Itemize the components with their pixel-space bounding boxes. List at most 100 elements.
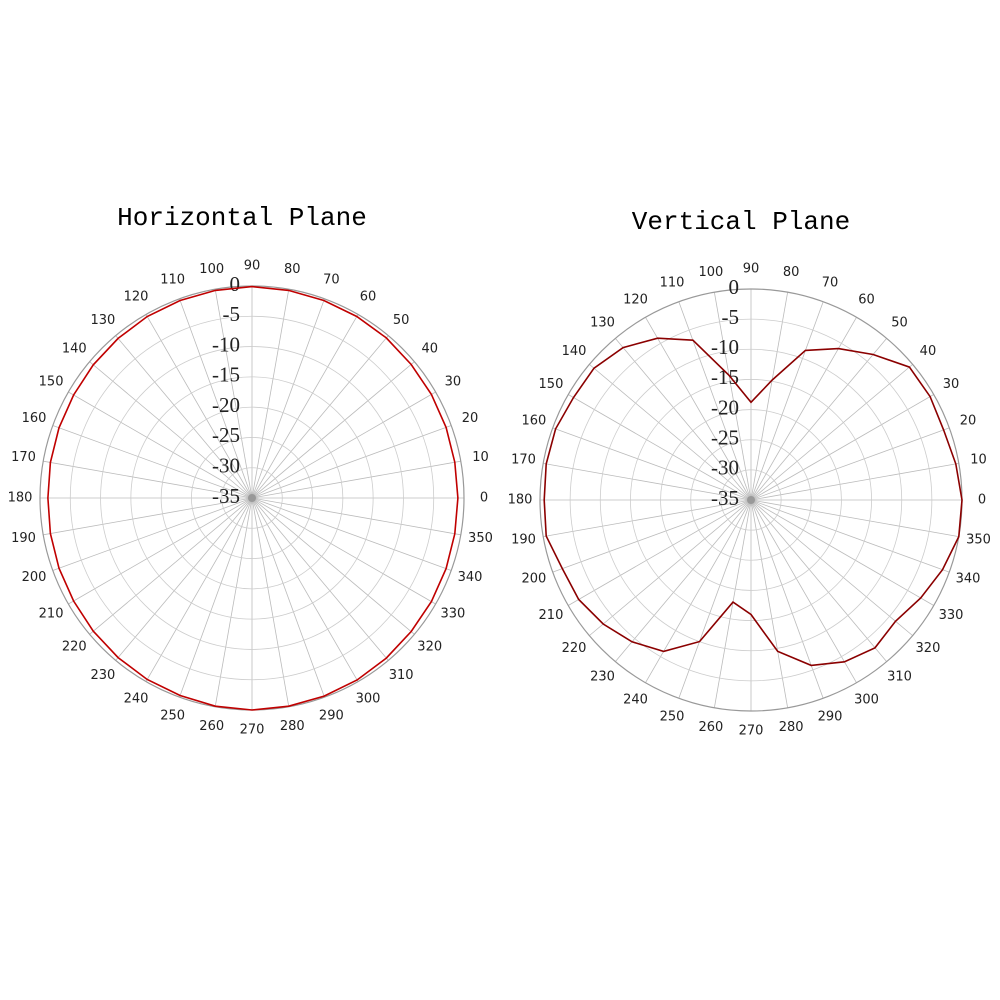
angle-tick-label: 260	[199, 719, 224, 734]
angle-tick-label: 240	[623, 693, 648, 708]
angle-grid-line	[179, 497, 253, 698]
angle-tick-label: 120	[124, 290, 149, 305]
center	[248, 494, 256, 502]
angle-tick-label: 50	[393, 313, 410, 328]
angle-grid-line	[750, 462, 959, 501]
angle-tick-label: 270	[240, 723, 265, 738]
radial-grid-circle	[660, 409, 842, 591]
radial-grid-circle	[130, 376, 374, 620]
radial-tick-label: -25	[212, 423, 240, 447]
angle-tick-label: 120	[623, 292, 648, 307]
radial-tick-label: 0	[729, 275, 740, 299]
angle-grid-line	[713, 292, 752, 501]
angle-tick-label: 330	[939, 608, 964, 623]
angle-tick-label: 220	[562, 641, 587, 656]
angle-grid-line	[750, 499, 887, 662]
angle-grid-line	[713, 499, 752, 708]
angle-tick-label: 10	[970, 452, 987, 467]
radial-tick-label: -20	[711, 395, 739, 419]
angle-tick-label: 60	[858, 292, 875, 307]
radial-tick-label: -15	[711, 365, 739, 389]
angle-tick-label: 80	[783, 265, 800, 280]
angle-grid-line	[750, 499, 857, 683]
angle-tick-label: 310	[389, 668, 414, 683]
angle-tick-label: 350	[468, 531, 493, 546]
angle-grid-line	[251, 425, 452, 499]
angle-tick-label: 190	[511, 533, 536, 548]
angle-tick-label: 110	[660, 275, 685, 290]
angle-tick-label: 200	[22, 570, 47, 585]
angle-grid-line	[214, 497, 253, 707]
angle-grid-line	[251, 497, 461, 536]
angle-tick-label: 70	[323, 272, 340, 287]
angle-grid-line	[115, 335, 253, 499]
angle-tick-label: 110	[160, 272, 185, 287]
radial-grid-circle	[690, 439, 812, 561]
radial-tick-label: -30	[212, 454, 240, 478]
angle-tick-label: 140	[62, 341, 87, 356]
angle-grid-line	[214, 289, 253, 499]
angle-grid-line	[750, 499, 913, 636]
angle-grid-line	[251, 497, 359, 682]
pattern-line	[47, 285, 459, 711]
angle-tick-label: 290	[319, 709, 344, 724]
angle-tick-label: 130	[90, 313, 115, 328]
angle-grid-line	[251, 391, 436, 499]
angle-grid-line	[750, 394, 934, 501]
angle-tick-label: 140	[562, 344, 587, 359]
angle-grid-line	[750, 499, 789, 708]
angle-grid-line	[543, 462, 752, 501]
angle-grid-line	[89, 497, 253, 635]
angle-tick-label: 210	[539, 608, 564, 623]
radial-grid-circle	[191, 437, 313, 559]
angle-tick-label: 330	[441, 607, 466, 622]
angle-tick-label: 320	[916, 641, 941, 656]
angle-tick-label: 250	[160, 709, 185, 724]
radial-tick-label: -10	[212, 332, 240, 356]
radial-grid-circle	[569, 318, 933, 682]
angle-tick-label: 160	[22, 411, 47, 426]
angle-tick-label: 30	[445, 375, 462, 390]
angle-grid-line	[750, 338, 887, 501]
angle-tick-label: 180	[508, 493, 533, 508]
angle-tick-label: 20	[960, 413, 977, 428]
angle-tick-label: 30	[943, 377, 960, 392]
angle-grid-line	[251, 361, 415, 499]
angle-tick-label: 320	[417, 640, 442, 655]
radial-tick-label: -25	[711, 426, 739, 450]
angle-tick-label: 340	[956, 572, 981, 587]
angle-grid-line	[89, 361, 253, 499]
angle-grid-line	[251, 497, 415, 635]
angle-tick-label: 210	[39, 607, 64, 622]
angle-grid-line	[750, 317, 857, 501]
angle-grid-line	[615, 338, 752, 501]
angle-grid-line	[615, 499, 752, 662]
angle-tick-label: 170	[511, 452, 536, 467]
angle-grid-line	[251, 298, 325, 499]
angle-grid-line	[145, 314, 253, 499]
angle-grid-line	[251, 497, 325, 698]
angle-grid-line	[251, 289, 290, 499]
angle-tick-label: 260	[698, 720, 723, 735]
angle-tick-label: 50	[891, 316, 908, 331]
angle-tick-label: 230	[590, 669, 615, 684]
angle-tick-label: 70	[822, 275, 839, 290]
angle-tick-label: 20	[462, 411, 479, 426]
radial-tick-label: -5	[722, 305, 740, 329]
angle-tick-label: 90	[244, 259, 261, 274]
radial-tick-label: -35	[212, 484, 240, 508]
angle-grid-line	[52, 425, 253, 499]
angle-tick-label: 190	[11, 531, 36, 546]
radial-grid-circle	[69, 315, 435, 681]
angle-tick-label: 60	[360, 290, 377, 305]
angle-tick-label: 310	[887, 669, 912, 684]
chart-title: Horizontal Plane	[117, 203, 367, 233]
angle-tick-label: 0	[978, 493, 986, 508]
angle-grid-line	[589, 499, 752, 636]
angle-grid-line	[543, 499, 752, 538]
angle-tick-label: 100	[199, 262, 224, 277]
radial-tick-label: -20	[212, 393, 240, 417]
angle-grid-line	[251, 314, 359, 499]
angle-tick-label: 150	[539, 377, 564, 392]
